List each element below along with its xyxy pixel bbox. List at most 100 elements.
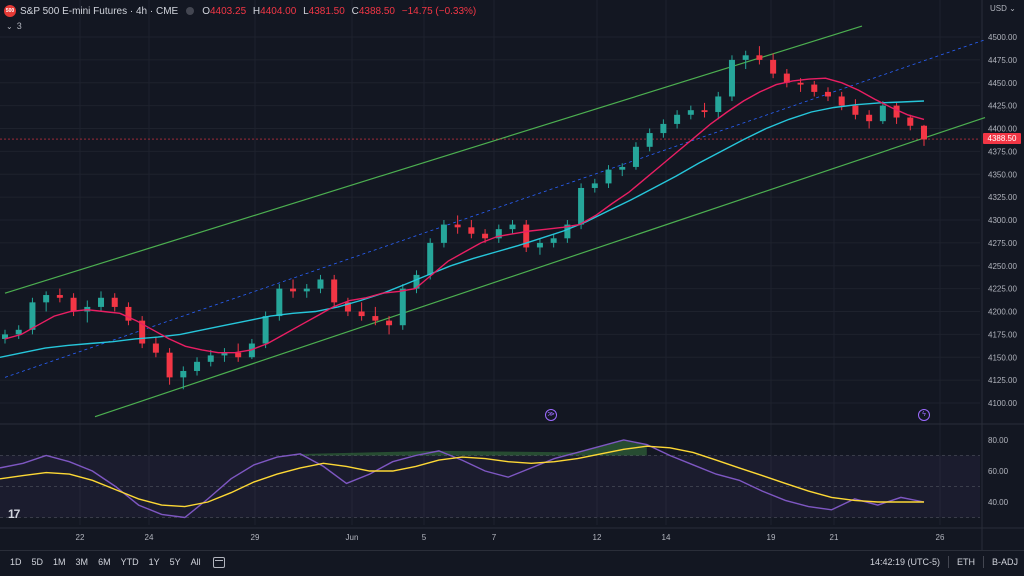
calendar-icon[interactable] bbox=[212, 556, 225, 568]
range-ytd-button[interactable]: YTD bbox=[120, 557, 139, 567]
y-tick-label: 4500.00 bbox=[988, 33, 1017, 42]
candle-body bbox=[194, 361, 201, 371]
y-tick-label: 4250.00 bbox=[988, 262, 1017, 271]
indicators-count: 3 bbox=[16, 21, 22, 31]
candle-body bbox=[15, 329, 22, 335]
rsi-tick-label: 60.00 bbox=[988, 467, 1009, 476]
x-tick-label: 5 bbox=[422, 533, 427, 542]
range-1m-button[interactable]: 1M bbox=[53, 557, 66, 567]
y-tick-label: 4100.00 bbox=[988, 399, 1017, 408]
candle-body bbox=[838, 96, 845, 106]
candle-body bbox=[468, 227, 475, 234]
candle-body bbox=[386, 320, 393, 326]
candle-body bbox=[331, 279, 338, 303]
candle-body bbox=[166, 352, 173, 378]
divider bbox=[982, 556, 984, 568]
close-value: 4388.50 bbox=[358, 5, 395, 17]
y-tick-label: 4300.00 bbox=[988, 216, 1017, 225]
candle-body bbox=[536, 242, 543, 248]
y-tick-label: 4425.00 bbox=[988, 102, 1017, 111]
range-all-button[interactable]: All bbox=[190, 557, 201, 567]
rsi-line bbox=[0, 439, 925, 519]
range-6m-button[interactable]: 6M bbox=[98, 557, 111, 567]
currency-selector[interactable]: USD ⌄ bbox=[990, 4, 1016, 13]
y-tick-label: 4150.00 bbox=[988, 353, 1017, 362]
candle-body bbox=[687, 110, 694, 115]
candle-body bbox=[495, 229, 502, 239]
candle-body bbox=[358, 311, 365, 317]
change-value: −14.75 (−0.33%) bbox=[401, 5, 477, 17]
candle-body bbox=[756, 55, 763, 60]
x-tick-label: 21 bbox=[830, 533, 839, 542]
y-tick-label: 4375.00 bbox=[988, 147, 1017, 156]
chevron-down-icon: ⌄ bbox=[6, 21, 13, 31]
adjustment-toggle[interactable]: B-ADJ bbox=[991, 557, 1018, 567]
y-tick-label: 4200.00 bbox=[988, 308, 1017, 317]
dividend-icon[interactable]: ≫ bbox=[545, 409, 557, 421]
range-1y-button[interactable]: 1Y bbox=[148, 557, 160, 567]
x-tick-label: 12 bbox=[593, 533, 602, 542]
candle-body bbox=[605, 169, 612, 184]
channel-mid-line bbox=[4, 39, 986, 378]
session-toggle[interactable]: ETH bbox=[956, 557, 975, 567]
x-tick-label: 29 bbox=[251, 533, 260, 542]
clock-time[interactable]: 14:42:19 (UTC-5) bbox=[869, 557, 940, 567]
candle-body bbox=[852, 105, 859, 115]
candle-body bbox=[921, 125, 927, 140]
candle-body bbox=[262, 316, 269, 344]
candle-body bbox=[482, 233, 489, 239]
divider bbox=[947, 556, 949, 568]
symbol-title[interactable]: S&P 500 E-mini Futures · 4h · CME bbox=[20, 5, 179, 17]
candle-body bbox=[824, 91, 831, 97]
candle-body bbox=[139, 320, 146, 344]
candle-body bbox=[248, 343, 255, 358]
y-tick-label: 4225.00 bbox=[988, 285, 1017, 294]
candle-body bbox=[879, 105, 886, 122]
candle-body bbox=[180, 370, 187, 378]
bottom-toolbar: 1D 5D 1M 3M 6M YTD 1Y 5Y All 14:42:19 (U… bbox=[0, 550, 1024, 573]
x-tick-label: 7 bbox=[492, 533, 497, 542]
candle-body bbox=[893, 105, 900, 118]
open-value: 4403.25 bbox=[209, 5, 247, 17]
candle-body bbox=[797, 82, 804, 85]
candle-body bbox=[56, 295, 63, 298]
x-tick-label: 24 bbox=[145, 533, 154, 542]
y-tick-label: 4275.00 bbox=[988, 239, 1017, 248]
candle-body bbox=[413, 274, 420, 289]
candle-body bbox=[770, 59, 777, 74]
candle-body bbox=[98, 297, 105, 307]
candle-body bbox=[564, 224, 571, 239]
candle-body bbox=[509, 224, 516, 230]
ohlc-values: O4403.25 H4404.00 L4381.50 C4388.50 −14.… bbox=[202, 5, 477, 17]
channel-lower-line bbox=[94, 116, 986, 418]
tradingview-logo-icon[interactable]: 17 bbox=[8, 507, 20, 521]
y-tick-label: 4125.00 bbox=[988, 376, 1017, 385]
candle-body bbox=[907, 117, 914, 126]
indicators-toggle[interactable]: ⌄ 3 bbox=[6, 21, 22, 31]
market-status-icon[interactable] bbox=[186, 7, 195, 15]
range-5y-button[interactable]: 5Y bbox=[169, 557, 181, 567]
candle-body bbox=[646, 133, 653, 147]
candle-body bbox=[29, 302, 36, 330]
candle-body bbox=[111, 297, 118, 307]
x-tick-label: 22 bbox=[76, 533, 85, 542]
y-tick-label: 4175.00 bbox=[988, 330, 1017, 339]
candle-body bbox=[70, 297, 77, 312]
candle-body bbox=[125, 306, 132, 321]
range-5d-button[interactable]: 5D bbox=[31, 557, 44, 567]
y-tick-label: 4475.00 bbox=[988, 56, 1017, 65]
range-3m-button[interactable]: 3M bbox=[75, 557, 89, 567]
candle-body bbox=[632, 146, 639, 167]
candle-body bbox=[317, 279, 324, 289]
rsi-tick-label: 40.00 bbox=[988, 498, 1009, 507]
candle-body bbox=[591, 183, 598, 188]
price-chart[interactable]: 4500.00 4475.00 4450.00 4425.00 4400.00 4375.… bbox=[0, 0, 1024, 550]
candle-body bbox=[454, 224, 461, 228]
candle-body bbox=[152, 343, 159, 353]
y-tick-label: 4350.00 bbox=[988, 170, 1017, 179]
legend-header: 500 S&P 500 E-mini Futures · 4h · CME O4… bbox=[4, 3, 480, 19]
candle-body bbox=[427, 242, 434, 275]
range-1d-button[interactable]: 1D bbox=[10, 557, 22, 567]
candle-body bbox=[303, 288, 310, 292]
earnings-icon[interactable]: ϟ bbox=[918, 409, 930, 421]
